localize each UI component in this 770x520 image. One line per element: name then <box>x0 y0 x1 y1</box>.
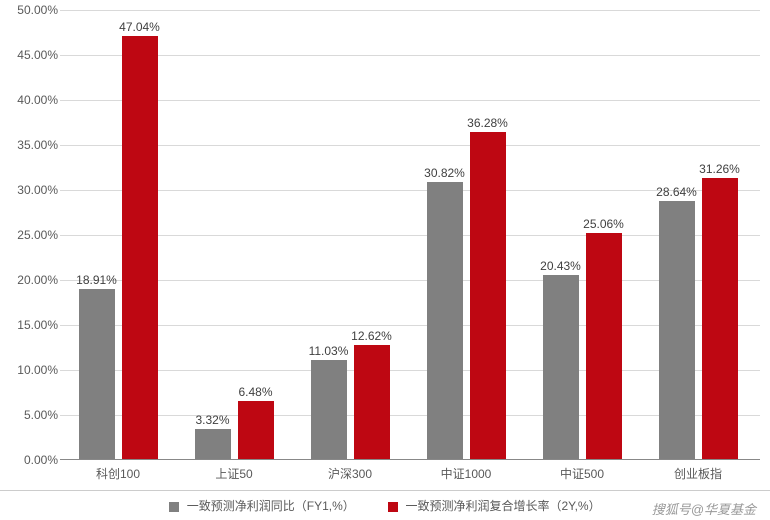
bar-0-4 <box>543 275 579 459</box>
xtick-label: 上证50 <box>215 465 252 482</box>
watermark: 搜狐号@华夏基金 <box>652 499 756 518</box>
bar-value-label: 20.43% <box>531 259 591 273</box>
bar-1-0 <box>122 36 158 459</box>
bar-value-label: 11.03% <box>299 344 359 358</box>
ytick-label: 40.00% <box>3 93 58 107</box>
ytick-label: 25.00% <box>3 228 58 242</box>
legend-swatch-0 <box>169 502 179 512</box>
ytick-label: 20.00% <box>3 273 58 287</box>
legend-item-0: 一致预测净利润同比（FY1,%） <box>169 497 354 514</box>
bar-1-1 <box>238 401 274 459</box>
bar-1-2 <box>354 345 390 459</box>
bar-1-3 <box>470 132 506 459</box>
bar-value-label: 31.26% <box>690 162 750 176</box>
gridline <box>60 55 760 56</box>
gridline <box>60 415 760 416</box>
ytick-label: 45.00% <box>3 48 58 62</box>
ytick-label: 10.00% <box>3 363 58 377</box>
chart-container: 18.91% 47.04% 3.32% 6.48% 11.03%12.62% 30.82%… <box>60 10 760 460</box>
gridline <box>60 235 760 236</box>
bar-value-label: 28.64% <box>647 185 707 199</box>
gridline <box>60 370 760 371</box>
bar-value-label: 30.82% <box>415 166 475 180</box>
xtick-label: 创业板指 <box>674 465 722 482</box>
legend-swatch-1 <box>388 502 398 512</box>
xtick-label: 中证500 <box>560 465 604 482</box>
legend-label-1: 一致预测净利润复合增长率（2Y,%） <box>405 499 600 513</box>
legend-item-1: 一致预测净利润复合增长率（2Y,%） <box>388 497 600 514</box>
bar-value-label: 18.91% <box>67 273 127 287</box>
xtick-label: 沪深300 <box>328 465 372 482</box>
bar-value-label: 36.28% <box>458 116 518 130</box>
bar-0-0 <box>79 289 115 459</box>
xtick-label: 中证1000 <box>441 465 492 482</box>
ytick-label: 15.00% <box>3 318 58 332</box>
ytick-label: 50.00% <box>3 3 58 17</box>
legend-label-0: 一致预测净利润同比（FY1,%） <box>187 499 355 513</box>
bar-0-1 <box>195 429 231 459</box>
bar-0-3 <box>427 182 463 459</box>
plot-area: 18.91% 47.04% 3.32% 6.48% 11.03%12.62% 30.82%… <box>60 10 760 460</box>
bar-value-label: 12.62% <box>342 329 402 343</box>
gridline <box>60 280 760 281</box>
bar-1-5 <box>702 178 738 459</box>
bar-value-label: 6.48% <box>226 385 286 399</box>
gridline <box>60 10 760 11</box>
ytick-label: 30.00% <box>3 183 58 197</box>
gridline <box>60 145 760 146</box>
ytick-label: 0.00% <box>3 453 58 467</box>
gridline <box>60 100 760 101</box>
ytick-label: 5.00% <box>3 408 58 422</box>
gridline <box>60 325 760 326</box>
bar-value-label: 25.06% <box>574 217 634 231</box>
xtick-label: 科创100 <box>96 465 140 482</box>
ytick-label: 35.00% <box>3 138 58 152</box>
bar-0-2 <box>311 360 347 459</box>
bar-value-label: 3.32% <box>183 413 243 427</box>
bar-0-5 <box>659 201 695 459</box>
bar-1-4 <box>586 233 622 459</box>
bar-value-label: 47.04% <box>110 20 170 34</box>
